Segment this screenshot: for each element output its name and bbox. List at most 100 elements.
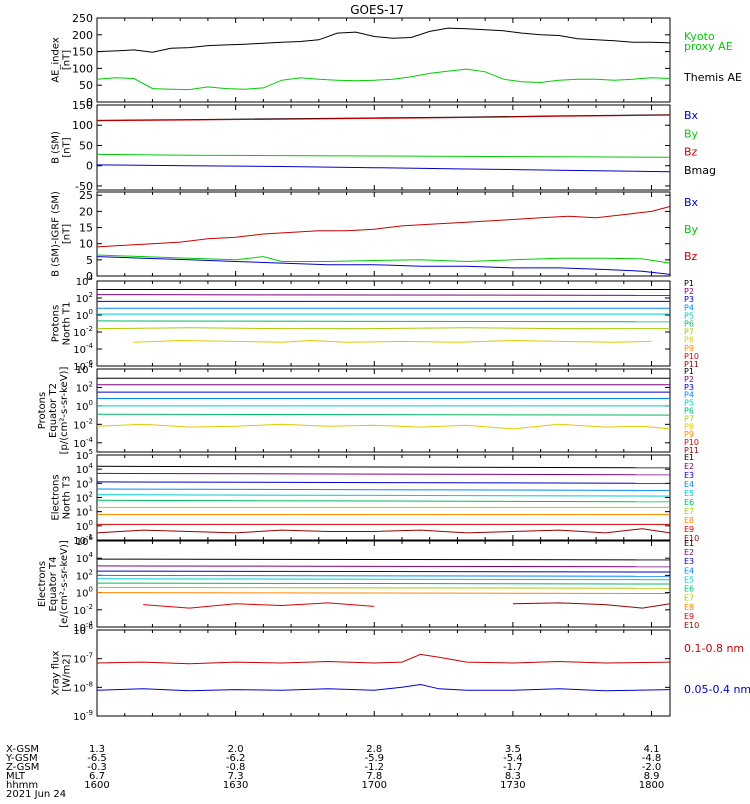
y-tick-exponent: -8 (86, 680, 93, 688)
series-line-7 (97, 328, 670, 329)
series-line-6 (97, 321, 670, 322)
y-axis-label: Protons (51, 305, 62, 342)
x-axis-tick-value: 1730 (500, 780, 525, 791)
y-axis-label: [W/m2] (62, 654, 73, 691)
y-tick-exponent: 4 (89, 274, 94, 282)
y-tick-label: 10-4 (73, 342, 93, 356)
legend-label: By (684, 223, 699, 236)
series-line-2 (97, 473, 670, 474)
series-line-3 (97, 482, 670, 483)
y-tick-label: 104 (76, 551, 94, 565)
legend-label: E5 (684, 489, 694, 498)
y-tick-exponent: 2 (89, 291, 93, 299)
y-tick-base: 10 (73, 439, 86, 450)
y-tick-label: 10-2 (73, 325, 93, 339)
legend-label: By (684, 127, 699, 140)
legend-label: E6 (684, 498, 694, 507)
y-axis-label: [p/(cm²-s-sr-keV)] (59, 367, 70, 455)
y-tick-exponent: 0 (89, 586, 93, 594)
y-tick-label: 10-7 (73, 652, 93, 666)
y-tick-label: 100 (76, 399, 93, 413)
y-axis-label: [e/(cm²-s-sr-keV)] (59, 540, 70, 628)
y-tick-exponent: -2 (86, 325, 93, 333)
legend-label: E7 (684, 594, 694, 603)
y-tick-exponent: -6 (86, 623, 94, 631)
panel-frame (97, 281, 670, 366)
y-tick-base: 10 (76, 571, 89, 582)
series-line-3 (97, 571, 670, 572)
y-tick-base: 10 (76, 451, 89, 462)
y-tick-label: 20 (79, 205, 93, 218)
y-axis-label: Electrons (51, 474, 62, 520)
series-line-5 (97, 495, 670, 496)
legend-label: E6 (684, 585, 694, 594)
series-line-1 (97, 207, 670, 247)
y-axis-label: Electrons (37, 561, 48, 607)
y-tick-exponent: 2 (89, 491, 93, 499)
y-tick-base: 10 (76, 365, 89, 376)
y-tick-label: 10-2 (73, 603, 93, 617)
legend-label: E4 (684, 480, 694, 489)
y-tick-label: 100 (72, 62, 93, 75)
y-tick-label: 10-8 (73, 680, 93, 694)
y-tick-label: 102 (76, 380, 93, 394)
y-tick-base: 10 (76, 494, 89, 505)
y-tick-label: 100 (76, 586, 93, 600)
series-line-7 (97, 587, 670, 588)
series-line-8 (97, 593, 670, 594)
y-tick-base: 10 (76, 554, 89, 565)
y-tick-base: 10 (76, 294, 89, 305)
y-tick-label: 102 (76, 491, 93, 505)
y-tick-exponent: -2 (86, 603, 93, 611)
y-tick-exponent: 0 (89, 519, 93, 527)
series-line-2 (97, 69, 670, 90)
y-tick-base: 10 (73, 345, 86, 356)
series-line-9 (143, 603, 374, 608)
series-line-2 (97, 115, 670, 121)
series-line-1 (97, 28, 670, 52)
y-tick-base: 10 (76, 311, 89, 322)
y-tick-exponent: 2 (89, 568, 93, 576)
y-tick-base: 10 (76, 479, 89, 490)
series-line-1 (97, 559, 670, 560)
legend-label: E3 (684, 557, 694, 566)
y-axis-label: Xray flux (51, 651, 62, 696)
y-tick-exponent: -4 (86, 342, 94, 350)
y-tick-base: 10 (73, 683, 86, 694)
series-line-6 (97, 583, 670, 584)
x-axis-tick-value: 1700 (362, 780, 387, 791)
y-axis-label: Equator T4 (48, 557, 59, 612)
x-axis-tick-value: 1630 (223, 780, 248, 791)
y-tick-label: 150 (72, 46, 93, 59)
series-line-7 (97, 424, 670, 429)
x-axis-labels: X-GSMY-GSMZ-GSMMLThhmm1.3-6.5-0.36.71600… (5, 744, 664, 800)
y-axis-label: B (SM)-IGRF (SM) (51, 191, 62, 277)
series-line-8 (134, 341, 652, 343)
y-tick-label: 10-6 (73, 623, 93, 637)
series-line-6 (97, 500, 670, 502)
y-tick-label: 104 (76, 362, 94, 376)
legend-label: Bx (684, 196, 699, 209)
y-tick-base: 10 (76, 465, 89, 476)
y-tick-exponent: 3 (89, 476, 93, 484)
series-line-3 (97, 257, 670, 275)
legend-label: E2 (684, 462, 694, 471)
y-tick-label: 102 (76, 291, 93, 305)
y-tick-base: 10 (73, 655, 86, 666)
y-tick-label: 104 (76, 274, 94, 288)
y-axis-label: B (SM) (51, 131, 62, 164)
y-tick-label: 101 (76, 505, 93, 519)
y-tick-base: 10 (76, 589, 89, 600)
panel-frame (97, 192, 670, 276)
y-tick-label: 150 (72, 99, 93, 112)
legend-label: 0.05-0.4 nm (684, 683, 750, 696)
legend-label: E2 (684, 548, 694, 557)
series-line-1 (97, 466, 670, 468)
